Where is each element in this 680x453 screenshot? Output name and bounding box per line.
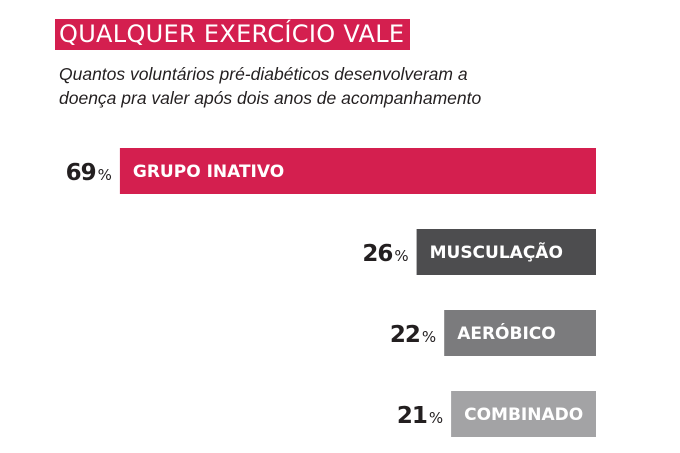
chart-subtitle: Quantos voluntários pré-diabéticos desen… — [59, 62, 529, 110]
chart-title: QUALQUER EXERCÍCIO VALE — [55, 19, 411, 50]
bar-combinado — [451, 391, 596, 437]
bar-label-grupo-inativo: GRUPO INATIVO — [133, 162, 284, 182]
bar-label-musculacao: MUSCULAÇÃO — [430, 240, 563, 263]
bar-label-aerobico: AERÓBICO — [457, 322, 556, 344]
value-label-aerobico: 22% — [390, 322, 436, 348]
subtitle-line-1: Quantos voluntários pré-diabéticos desen… — [59, 64, 468, 84]
subtitle-line-2: doença pra valer após dois anos de acomp… — [59, 88, 482, 108]
value-label-combinado: 21% — [397, 403, 443, 429]
value-label-grupo-inativo: 69% — [66, 160, 112, 186]
bar-grupo-inativo — [119, 148, 597, 194]
value-label-musculacao: 26% — [362, 241, 408, 267]
bar-aerobico — [444, 310, 596, 356]
bar-musculacao — [416, 229, 596, 275]
bar-label-combinado: COMBINADO — [464, 405, 583, 425]
